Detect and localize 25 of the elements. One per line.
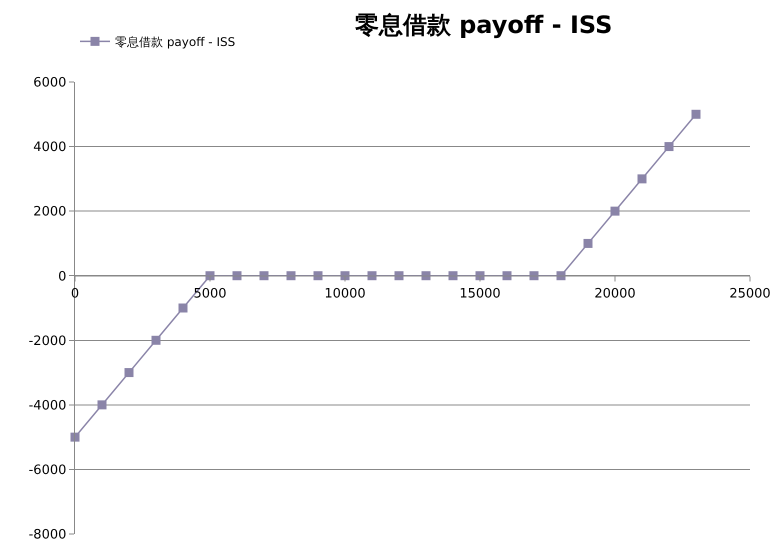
legend-label: 零息借款 payoff - ISS xyxy=(115,35,236,49)
y-tick-label: -6000 xyxy=(28,462,66,478)
point xyxy=(98,400,106,410)
x-tick-label: 25000 xyxy=(729,286,771,302)
point xyxy=(638,174,646,184)
y-tick-label: -2000 xyxy=(28,334,66,349)
point xyxy=(178,304,188,312)
y-tick-label: 0 xyxy=(58,269,66,284)
y-tick-label: -4000 xyxy=(28,398,66,414)
x-tick-label: 15000 xyxy=(459,286,501,302)
y-tick-label: 4000 xyxy=(33,140,66,156)
x-tick-label: 0 xyxy=(70,286,80,302)
point xyxy=(610,206,620,216)
y-tick-label: 6000 xyxy=(33,76,66,91)
y-tick-label: -8000 xyxy=(28,528,66,543)
point xyxy=(124,368,134,378)
y-tick-label: 2000 xyxy=(33,204,66,220)
x-tick-label: 10000 xyxy=(324,286,366,302)
point xyxy=(692,110,700,119)
point xyxy=(584,238,592,248)
x-tick-label: 20000 xyxy=(594,286,636,302)
point xyxy=(152,336,160,345)
chart-title: 零息借款 payoff - ISS xyxy=(354,10,612,39)
x-tick-label: 5000 xyxy=(193,286,227,302)
point xyxy=(664,142,674,152)
